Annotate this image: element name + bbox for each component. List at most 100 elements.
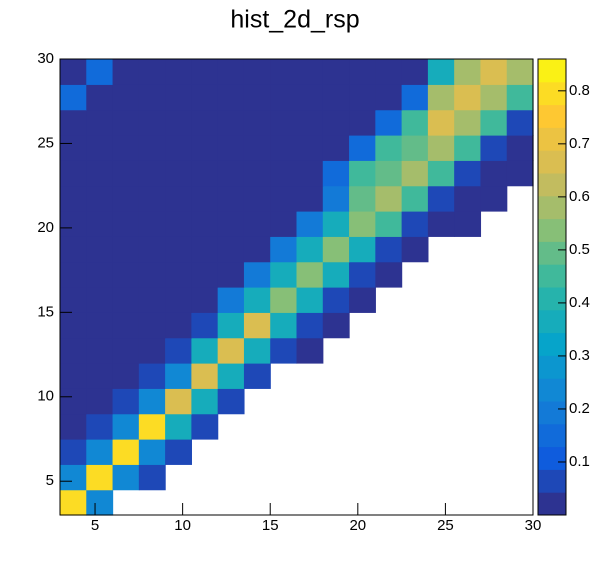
heatmap-cell (349, 109, 376, 136)
colorbar-band (538, 104, 566, 128)
heatmap-cell (480, 109, 508, 136)
heatmap-cell (60, 84, 87, 111)
heatmap-cell (165, 261, 192, 288)
heatmap-cell (165, 160, 192, 187)
heatmap-cell (86, 464, 114, 491)
colorbar-band (538, 355, 566, 379)
heatmap-cell (191, 211, 219, 237)
heatmap-cell (375, 59, 403, 85)
heatmap-cell (86, 489, 114, 516)
colorbar-band (538, 423, 566, 448)
heatmap-cell (86, 135, 114, 161)
heatmap-cell (427, 84, 455, 111)
heatmap-cell (296, 236, 324, 263)
heatmap-cell (375, 261, 403, 288)
heatmap-cell (375, 135, 403, 161)
heatmap-cell (375, 160, 403, 187)
heatmap-cell (401, 135, 429, 161)
x-tick-label: 5 (91, 517, 99, 534)
heatmap-cell (112, 464, 140, 491)
heatmap-cell (217, 337, 245, 364)
heatmap-cell (243, 261, 271, 288)
heatmap-cell (296, 135, 324, 161)
heatmap-cell (427, 211, 455, 237)
heatmap-cell (243, 337, 271, 364)
heatmap-cell (296, 287, 324, 313)
heatmap-cell (138, 337, 166, 364)
heatmap-cell (60, 185, 87, 212)
heatmap-cell (217, 185, 245, 212)
heatmap-cell (243, 185, 271, 212)
heatmap-cell (112, 109, 140, 136)
z-tick-label: 0.3 (569, 347, 590, 364)
heatmap-cell (86, 337, 114, 364)
z-tick-label: 0.8 (569, 82, 590, 99)
heatmap-cell (217, 363, 245, 389)
heatmap-cell (322, 160, 350, 187)
z-tick-label: 0.6 (569, 188, 590, 205)
heatmap-cell (349, 211, 376, 237)
heatmap-cell (322, 261, 350, 288)
colorbar-band (538, 241, 566, 265)
heatmap-cell (191, 84, 219, 111)
heatmap-cell (296, 84, 324, 111)
heatmap-cell (427, 160, 455, 187)
heatmap-cell (86, 236, 114, 263)
heatmap-cell (217, 388, 245, 415)
heatmap-cell (427, 109, 455, 136)
heatmap-cell (349, 287, 376, 313)
heatmap-cell (112, 236, 140, 263)
heatmap-cell (112, 363, 140, 389)
heatmap-cell (243, 236, 271, 263)
heatmap-cell (454, 109, 482, 136)
colorbar-band (538, 150, 566, 174)
heatmap-cell (349, 185, 376, 212)
heatmap-cell (243, 211, 271, 237)
heatmap-cell (60, 363, 87, 389)
heatmap-cell (349, 84, 376, 111)
heatmap-cell (86, 287, 114, 313)
heatmap-cell (191, 413, 219, 440)
heatmap-cell (86, 185, 114, 212)
heatmap-cell (191, 363, 219, 389)
heatmap-cell (138, 84, 166, 111)
heatmap-cell (270, 287, 298, 313)
heatmap-cell (138, 312, 166, 339)
colorbar-band (538, 332, 566, 356)
heatmap-cell (165, 109, 192, 136)
heatmap-cell (138, 261, 166, 288)
heatmap-cell (112, 439, 140, 465)
y-tick-label: 15 (37, 303, 54, 320)
colorbar-band (538, 173, 566, 197)
heatmap-cell (86, 211, 114, 237)
heatmap-cells (60, 59, 534, 516)
heatmap-cell (217, 211, 245, 237)
heatmap-cell (243, 160, 271, 187)
heatmap-cell (138, 160, 166, 187)
colorbar-band (538, 127, 566, 151)
heatmap-cell (86, 363, 114, 389)
heatmap-cell (480, 135, 508, 161)
heatmap-cell (270, 236, 298, 263)
heatmap-cell (322, 236, 350, 263)
heatmap-cell (322, 312, 350, 339)
heatmap-cell (375, 109, 403, 136)
heatmap-cell (60, 236, 87, 263)
heatmap-cell (243, 135, 271, 161)
x-tick-label: 30 (525, 517, 542, 534)
heatmap-cell (270, 185, 298, 212)
heatmap-cell (217, 312, 245, 339)
heatmap-cell (165, 59, 192, 85)
y-tick-label: 5 (46, 472, 54, 489)
heatmap-cell (112, 84, 140, 111)
colorbar-frame (537, 58, 567, 516)
heatmap-cell (375, 84, 403, 111)
x-tick-label: 10 (174, 517, 191, 534)
colorbar-band (538, 469, 566, 493)
heatmap-cell (217, 261, 245, 288)
heatmap-cell (138, 185, 166, 212)
heatmap-cell (296, 109, 324, 136)
colorbar-band (538, 59, 566, 83)
colorbar-band (538, 264, 566, 288)
heatmap-cell (191, 185, 219, 212)
